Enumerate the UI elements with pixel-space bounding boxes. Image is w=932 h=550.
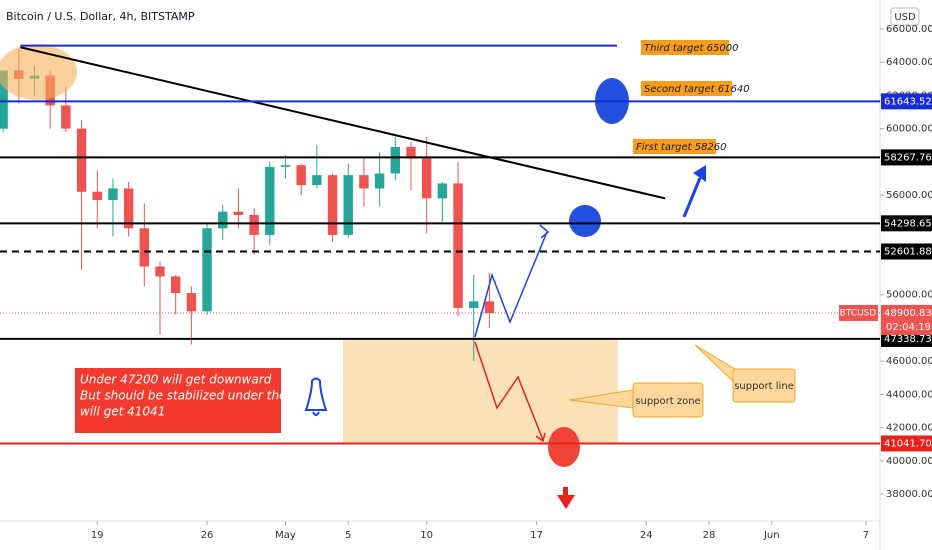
candle-body	[233, 211, 244, 215]
y-tick-label: 66000.00	[886, 24, 932, 35]
level-label-box	[881, 149, 932, 166]
level-label: 54298.65	[884, 218, 932, 229]
x-tick-label: 28	[703, 530, 716, 541]
candle-body	[421, 158, 432, 199]
blue-target-ellipse	[569, 205, 601, 237]
candle-body	[453, 183, 463, 308]
callout-text: support zone	[635, 396, 700, 407]
currency: USD	[894, 12, 916, 23]
level-label-box	[881, 435, 932, 452]
candle-body	[359, 175, 369, 189]
alert-bell-icon	[304, 377, 328, 416]
candle-body	[92, 191, 102, 201]
support-zone	[343, 340, 618, 443]
price-box	[881, 304, 932, 335]
candle-body	[186, 293, 197, 312]
level-label: 52601.88	[884, 247, 932, 258]
candle-body	[437, 183, 448, 199]
candle-body	[218, 211, 228, 229]
callout-text: support line	[734, 381, 794, 392]
trendline	[20, 46, 666, 200]
level-label: 58267.76	[884, 152, 932, 163]
candle-body	[76, 128, 87, 192]
y-tick-label: 56000.00	[886, 190, 932, 201]
arrow-head	[539, 224, 550, 239]
target-label: First target 58260	[636, 142, 727, 153]
top-highlight	[0, 44, 77, 100]
candle-body	[123, 188, 134, 229]
warning-line: will get 41041	[80, 405, 165, 419]
candle-body	[469, 301, 479, 308]
target-label-box	[633, 139, 716, 154]
warning-line: Under 47200 will get downward	[80, 373, 272, 387]
x-tick-label: 19	[91, 530, 104, 541]
target-label: Third target 65000	[644, 43, 738, 54]
y-tick-label: 64000.00	[886, 57, 932, 68]
arrow-head	[535, 432, 546, 443]
candle-body	[280, 165, 291, 167]
x-tick-label: 26	[201, 530, 214, 541]
up-arrow-head	[693, 165, 706, 182]
y-tick-label: 50000.00	[886, 290, 932, 301]
candle-body	[343, 175, 353, 235]
target-label-box	[641, 40, 729, 55]
down-arrow	[563, 487, 568, 495]
candle-body	[484, 301, 495, 313]
candle-body	[155, 266, 165, 277]
callout-box	[732, 368, 796, 403]
symbol-box	[839, 304, 878, 321]
symbol: BTCUSD	[840, 308, 877, 318]
red-target-ellipse	[548, 427, 580, 467]
x-tick-label: 10	[420, 530, 433, 541]
target-label: Second target 61640	[644, 84, 750, 95]
countdown: 02:04:19	[886, 322, 931, 333]
price-label: 48900.83	[884, 308, 932, 319]
candle-body	[170, 276, 181, 294]
warning-box	[75, 368, 281, 433]
bearish-path	[474, 341, 544, 441]
x-tick-label: 7	[863, 530, 869, 541]
chart-title: Bitcoin / U.S. Dollar, 4h, BITSTAMP	[6, 10, 195, 23]
level-label-box	[881, 93, 932, 110]
candle-body	[296, 165, 306, 186]
bullish-path	[474, 231, 548, 338]
x-tick-label: 5	[345, 530, 351, 541]
level-label: 47338.73	[884, 334, 932, 345]
y-tick-label: 44000.00	[886, 389, 932, 400]
candle-body	[108, 188, 118, 201]
target-label-box	[641, 81, 732, 96]
candle-body	[312, 175, 322, 186]
x-tick-label: May	[275, 530, 296, 541]
candle-body	[249, 215, 259, 235]
candle-body	[327, 175, 338, 235]
x-tick-label: 17	[530, 530, 543, 541]
up-arrow	[682, 177, 702, 218]
candle-body	[265, 166, 275, 235]
candle-body	[374, 173, 385, 189]
candle-body	[0, 70, 8, 129]
level-label: 61643.52	[884, 96, 932, 107]
y-tick-label: 38000.00	[886, 489, 932, 500]
callout-box	[632, 382, 704, 418]
candle-body	[139, 228, 150, 267]
level-label-box	[881, 243, 932, 260]
candle-body	[202, 228, 212, 312]
candle-body	[406, 146, 416, 159]
down-arrow-head	[557, 495, 575, 509]
x-tick-label: 24	[640, 530, 653, 541]
candle-body	[390, 146, 400, 174]
y-tick-label: 40000.00	[886, 456, 932, 467]
currency-button[interactable]	[890, 7, 920, 26]
level-label-box	[881, 215, 932, 232]
y-tick-label: 46000.00	[886, 356, 932, 367]
y-tick-label: 42000.00	[886, 423, 932, 434]
y-tick-label: 60000.00	[886, 124, 932, 135]
x-tick-label: Jun	[763, 530, 780, 541]
level-label: 41041.70	[884, 438, 932, 449]
candle-body	[61, 105, 71, 129]
warning-line: But should be stabilized under there	[80, 389, 299, 403]
